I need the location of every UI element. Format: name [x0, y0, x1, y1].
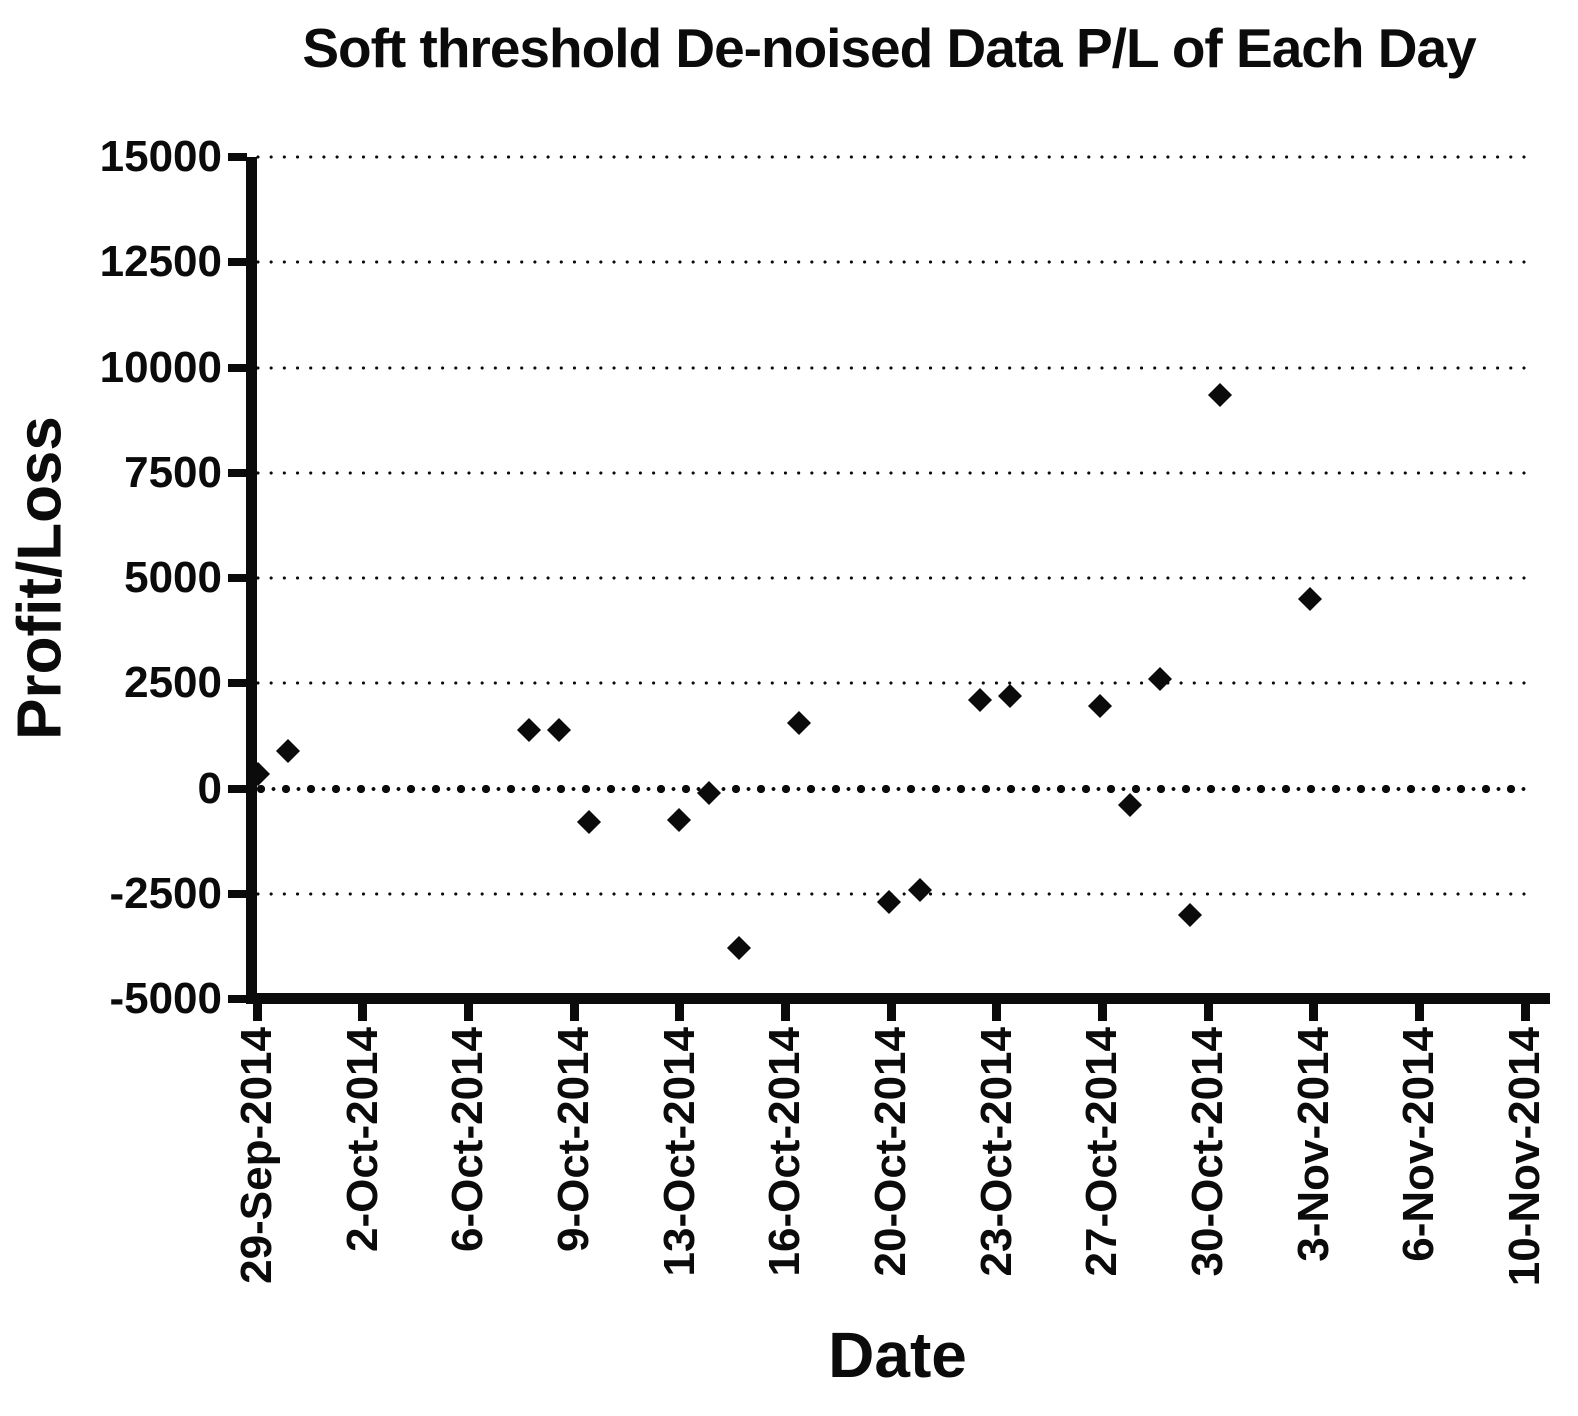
y-axis-line — [246, 157, 257, 1004]
x-tick-label: 13-Oct-2014 — [654, 1027, 704, 1277]
gridline — [256, 155, 1527, 159]
y-tick-mark — [228, 889, 247, 898]
data-point — [666, 808, 691, 833]
y-tick-mark — [228, 258, 247, 267]
y-tick-label: 7500 — [124, 447, 222, 497]
x-tick-mark — [252, 1004, 262, 1021]
y-tick-label: 0 — [197, 763, 222, 813]
data-point — [1208, 382, 1233, 407]
x-axis-line — [246, 993, 1551, 1004]
y-tick-label: 10000 — [99, 342, 222, 392]
zero-gridline — [256, 783, 1527, 794]
y-tick-mark — [228, 468, 247, 477]
x-axis-title: Date — [828, 1319, 967, 1391]
y-tick-mark — [228, 995, 247, 1003]
data-point — [967, 688, 992, 713]
y-tick-mark — [228, 574, 247, 582]
y-tick-mark — [228, 784, 247, 793]
x-tick-mark — [1203, 1004, 1213, 1021]
gridline — [256, 470, 1527, 475]
data-point — [907, 877, 932, 902]
y-tick-label: -2500 — [109, 868, 222, 918]
x-tick-mark — [992, 1004, 1002, 1021]
x-tick-label: 3-Nov-2014 — [1288, 1027, 1338, 1262]
x-tick-label: 2-Oct-2014 — [337, 1027, 387, 1253]
x-tick-label: 16-Oct-2014 — [760, 1027, 810, 1277]
y-tick-label: 5000 — [124, 553, 222, 602]
data-point — [576, 810, 601, 835]
y-tick-label: 2500 — [124, 658, 222, 708]
data-point — [276, 738, 301, 763]
x-tick-label: 30-Oct-2014 — [1183, 1027, 1233, 1277]
x-tick-label: 9-Oct-2014 — [549, 1027, 598, 1253]
y-tick-mark — [228, 153, 247, 161]
data-point — [787, 711, 812, 736]
x-tick-label: 23-Oct-2014 — [971, 1027, 1021, 1277]
data-point — [516, 717, 541, 742]
x-tick-mark — [463, 1004, 473, 1021]
x-tick-mark — [1520, 1004, 1530, 1021]
x-tick-mark — [358, 1004, 368, 1021]
data-point — [997, 683, 1022, 708]
x-tick-mark — [886, 1004, 896, 1021]
gridline — [256, 365, 1527, 370]
data-point — [1178, 902, 1203, 927]
x-tick-mark — [1097, 1004, 1107, 1021]
y-tick-label: 15000 — [99, 132, 222, 181]
data-point — [727, 936, 752, 961]
y-tick-label: -5000 — [109, 974, 222, 1023]
data-point — [546, 717, 571, 742]
x-tick-mark — [1309, 1004, 1319, 1021]
data-point — [1117, 793, 1143, 818]
x-tick-label: 20-Oct-2014 — [866, 1027, 916, 1277]
x-tick-label: 6-Nov-2014 — [1394, 1027, 1444, 1262]
y-tick-label: 12500 — [99, 237, 222, 287]
x-tick-label: 10-Nov-2014 — [1500, 1027, 1550, 1287]
x-tick-label: 27-Oct-2014 — [1077, 1027, 1127, 1277]
gridline — [256, 681, 1527, 686]
x-tick-mark — [780, 1004, 790, 1021]
data-point — [1298, 587, 1323, 612]
data-point — [1087, 694, 1112, 719]
data-point — [1148, 667, 1173, 692]
x-tick-label: 29-Sep-2014 — [232, 1027, 281, 1284]
x-tick-mark — [675, 1004, 685, 1021]
x-tick-label: 6-Oct-2014 — [443, 1027, 493, 1253]
gridline — [256, 576, 1527, 580]
chart-title: Soft threshold De-noised Data P/L of Eac… — [302, 17, 1476, 79]
gridline — [256, 260, 1527, 265]
y-tick-mark — [228, 679, 247, 688]
y-tick-mark — [228, 363, 247, 372]
x-tick-mark — [1414, 1004, 1424, 1021]
x-tick-mark — [569, 1004, 579, 1021]
